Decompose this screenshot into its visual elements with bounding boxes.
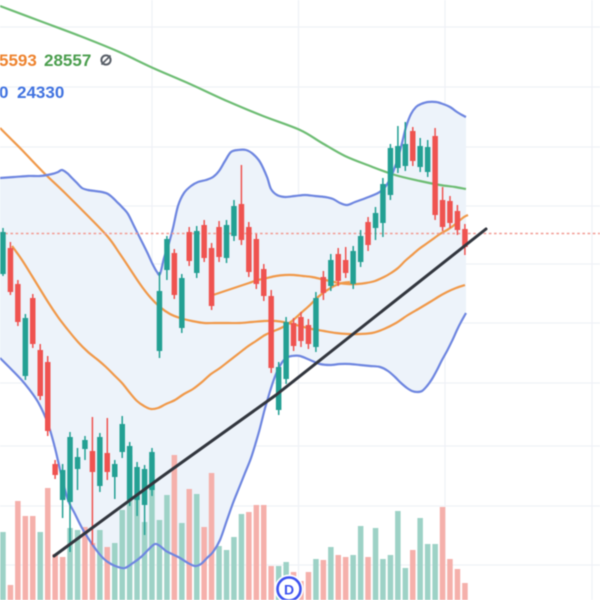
svg-text:24330: 24330 xyxy=(17,83,64,102)
svg-text:D: D xyxy=(284,582,294,598)
svg-text:28557: 28557 xyxy=(44,51,91,70)
svg-text:5593: 5593 xyxy=(0,51,37,70)
svg-text:0: 0 xyxy=(0,83,8,102)
